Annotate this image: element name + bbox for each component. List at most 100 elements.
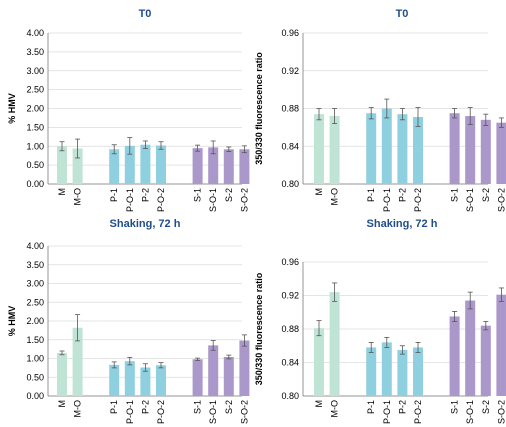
y-tick-label: 1.00 — [26, 141, 44, 151]
y-tick-label: 0.92 — [281, 66, 299, 76]
bar-S-O-1 — [208, 147, 219, 184]
bar-S-O-2 — [496, 294, 506, 396]
x-tick-label: M — [57, 188, 67, 196]
x-tick-label: P-2 — [397, 400, 407, 414]
bar-S-2 — [223, 149, 234, 184]
bar-S-O-2 — [239, 340, 250, 396]
bar-M — [314, 328, 324, 396]
y-axis-label: 350/330 fluorescence ratio — [254, 272, 264, 385]
y-tick-label: 0.96 — [281, 257, 299, 267]
x-tick-label: P-2 — [140, 400, 150, 414]
bar-P-2 — [397, 349, 408, 396]
y-tick-label: 0.00 — [26, 179, 44, 189]
y-tick-label: 1.50 — [26, 122, 44, 132]
y-tick-label: 3.00 — [26, 279, 44, 289]
x-tick-label: P-1 — [109, 188, 119, 202]
bar-M — [314, 114, 324, 184]
y-tick-label: 2.00 — [26, 104, 44, 114]
y-tick-label: 3.50 — [26, 260, 44, 270]
bar-P-1 — [109, 149, 120, 184]
chart-title: T0 — [139, 8, 152, 20]
x-tick-label: P-1 — [366, 400, 376, 414]
x-tick-label: S-1 — [450, 400, 460, 414]
x-tick-label: S-O-1 — [208, 188, 218, 212]
x-tick-label: S-2 — [224, 400, 234, 414]
x-tick-label: S-2 — [481, 400, 491, 414]
bar-S-1 — [192, 359, 203, 396]
x-tick-label: P-1 — [109, 400, 119, 414]
bar-P-O-2 — [156, 145, 166, 184]
bar-S-O-2 — [496, 122, 506, 184]
bar-P-O-2 — [413, 347, 423, 396]
bar-P-1 — [109, 364, 120, 396]
bar-S-O-1 — [208, 345, 219, 396]
bar-P-1 — [366, 113, 377, 184]
bar-P-O-2 — [413, 116, 423, 184]
bar-P-O-1 — [381, 108, 392, 184]
x-tick-label: S-1 — [193, 400, 203, 414]
bar-P-2 — [140, 144, 151, 184]
x-tick-label: M — [314, 400, 324, 408]
y-tick-label: 0.92 — [281, 291, 299, 301]
x-tick-label: M — [57, 400, 67, 408]
y-axis-label: % HMV — [7, 306, 17, 337]
x-tick-label: P-1 — [366, 188, 376, 202]
bar-S-1 — [449, 316, 460, 396]
y-tick-label: 3.50 — [26, 47, 44, 57]
bar-M-O — [329, 116, 340, 184]
bar-S-O-2 — [239, 149, 250, 184]
y-tick-label: 0.88 — [281, 324, 299, 334]
x-tick-label: P-O-1 — [125, 400, 135, 424]
x-tick-label: P-2 — [140, 188, 150, 202]
y-tick-label: 3.00 — [26, 66, 44, 76]
x-tick-label: M-O — [73, 400, 83, 418]
x-tick-label: P-2 — [397, 188, 407, 202]
bar-M-O — [329, 292, 340, 396]
y-tick-label: 2.00 — [26, 316, 44, 326]
y-tick-label: 0.80 — [281, 391, 299, 401]
x-tick-label: M-O — [330, 400, 340, 418]
x-tick-label: M — [314, 188, 324, 196]
chart-title: Shaking, 72 h — [367, 218, 438, 230]
x-tick-label: P-O-2 — [413, 188, 423, 212]
x-tick-label: S-O-1 — [465, 400, 475, 424]
y-tick-label: 0.50 — [26, 372, 44, 382]
chart-panel-1: T0 % HMV 0.00 0.50 1.00 1.50 2.00 2.50 3.00 3.50 4… — [7, 8, 250, 212]
bar-P-O-1 — [124, 145, 135, 184]
y-tick-label: 0.00 — [26, 391, 44, 401]
bar-M-O — [72, 148, 83, 184]
y-axis-label: % HMV — [7, 93, 17, 124]
y-tick-label: 0.88 — [281, 104, 299, 114]
x-tick-label: P-O-1 — [125, 188, 135, 212]
x-tick-label: P-O-2 — [413, 400, 423, 424]
bar-S-1 — [449, 113, 460, 184]
y-tick-label: 1.00 — [26, 354, 44, 364]
x-tick-label: P-O-1 — [382, 400, 392, 424]
bar-S-O-1 — [465, 300, 476, 396]
chart-title: Shaking, 72 h — [110, 218, 181, 230]
chart-panel-3: Shaking, 72 h % HMV 0.00 0.50 1.00 1.50 2.00 2.… — [7, 218, 250, 424]
bar-P-O-1 — [124, 361, 135, 396]
x-tick-label: S-O-1 — [465, 188, 475, 212]
y-tick-label: 4.00 — [26, 28, 44, 38]
bar-M — [57, 146, 67, 184]
chart-panel-2: T0 350/330 fluorescence ratio 0.80 0.84 0.88… — [254, 8, 506, 212]
y-tick-label: 0.96 — [281, 28, 299, 38]
bar-S-O-1 — [465, 116, 476, 184]
x-tick-label: S-O-2 — [239, 400, 249, 424]
y-axis-label: 350/330 fluorescence ratio — [254, 52, 264, 165]
x-tick-label: S-O-2 — [496, 188, 506, 212]
x-tick-label: S-1 — [450, 188, 460, 202]
x-tick-label: S-2 — [481, 188, 491, 202]
bar-P-O-2 — [156, 365, 166, 396]
bar-S-2 — [480, 325, 491, 396]
x-tick-label: S-O-2 — [239, 188, 249, 212]
y-tick-label: 2.50 — [26, 297, 44, 307]
x-tick-label: S-2 — [224, 188, 234, 202]
y-tick-label: 0.50 — [26, 160, 44, 170]
bar-S-2 — [480, 119, 491, 184]
y-tick-label: 0.84 — [281, 141, 299, 151]
y-tick-label: 0.80 — [281, 179, 299, 189]
bar-P-2 — [397, 114, 408, 184]
